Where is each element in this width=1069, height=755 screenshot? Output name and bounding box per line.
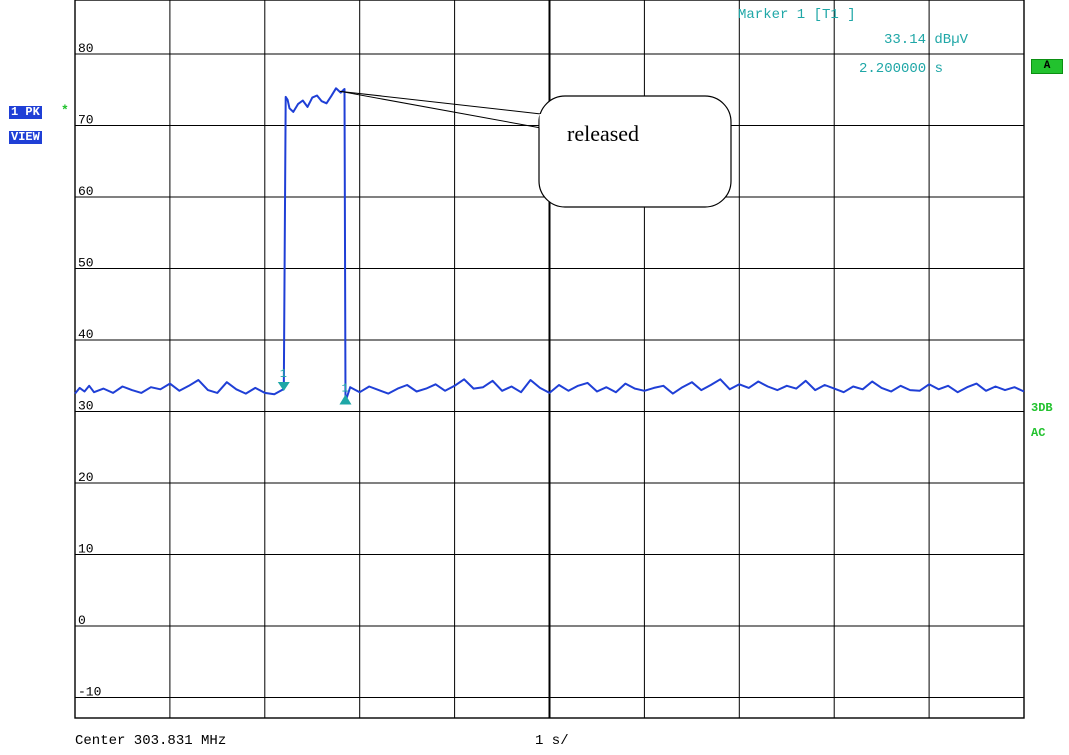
marker-time: 2.200000 s [859, 61, 944, 77]
time-per-division: 1 s/ [535, 733, 569, 749]
y-tick-labels: 80 70 60 50 40 30 20 10 0 -10 [78, 41, 101, 700]
y-tick-label: 30 [78, 399, 94, 414]
callout: released [339, 90, 732, 208]
marker-triangle [339, 394, 352, 405]
a-badge: A [1031, 59, 1063, 74]
y-tick-label: 40 [78, 327, 94, 342]
center-frequency: Center 303.831 MHz [75, 733, 227, 749]
callout-text: released [567, 121, 639, 146]
callout-pointer-upper [339, 90, 542, 115]
trace-badge-line2: VIEW [9, 130, 42, 144]
marker-triangle [277, 382, 290, 392]
marker-label: 1 [280, 367, 287, 381]
y-tick-label: 50 [78, 256, 94, 271]
y-tick-label: 60 [78, 184, 94, 199]
trace-badge-star: * [61, 103, 69, 118]
callout-bubble [538, 95, 732, 208]
y-tick-label: 70 [78, 113, 94, 128]
rbw-label: 3DB [1031, 401, 1053, 415]
y-tick-label: 10 [78, 542, 94, 557]
trace [74, 87, 1025, 403]
marker-title: Marker 1 [T1 ] [738, 7, 856, 23]
callout-pointer-lower [339, 90, 542, 129]
y-tick-label: -10 [78, 685, 101, 700]
coupling-label: AC [1031, 426, 1046, 440]
trace-line [74, 87, 1025, 403]
marker-label: 1 [341, 381, 348, 395]
trace-badge-line1: 1 PK [9, 105, 42, 119]
markers: 11 [277, 367, 352, 405]
y-tick-label: 0 [78, 613, 86, 628]
marker-level: 33.14 dBµV [884, 32, 969, 48]
y-tick-label: 80 [78, 41, 94, 56]
y-tick-label: 20 [78, 470, 94, 485]
